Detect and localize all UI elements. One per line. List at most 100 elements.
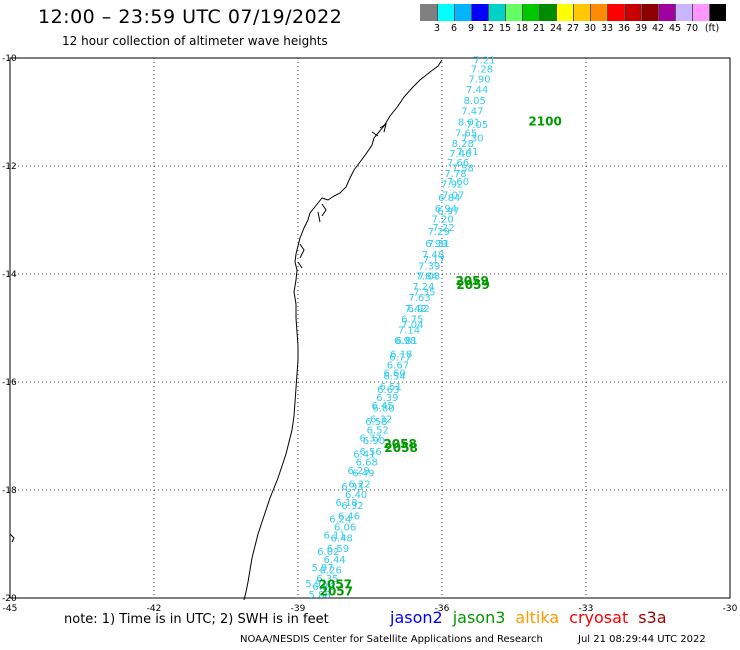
lat-tick-label: -20 <box>2 594 17 604</box>
swh-value-label: 7.46 <box>449 149 471 160</box>
swh-value-label: 7.66 <box>447 158 469 169</box>
legend-swatch <box>539 4 556 21</box>
swh-value-label: 6.92 <box>407 304 429 315</box>
color-scale-legend: 3 6 9 12 15 18 21 24 27 30 33 36 39 42 45 70 (ft) <box>420 4 726 35</box>
lon-tick-label: -30 <box>723 604 738 614</box>
swh-value-label: 6.68 <box>356 458 378 469</box>
legend-swatches <box>420 4 726 21</box>
lat-tick-label: -14 <box>2 270 17 280</box>
axis-tick-labels: -45 -42 -39 -36 -33 -30 -10 -12 -14 -16 -18 -20 <box>2 54 738 614</box>
swh-value-label: 7.24 <box>412 282 434 293</box>
legend-swatch <box>505 4 522 21</box>
coastline <box>243 59 443 601</box>
swh-value-label: 6.33 <box>341 482 363 493</box>
legend-label: 27 <box>566 23 580 34</box>
swh-value-label: 7.05 <box>466 120 488 131</box>
swh-value-label: 6.58 <box>365 417 387 428</box>
legend-label: 33 <box>600 23 614 34</box>
swh-value-label: 6.54 <box>383 371 405 382</box>
lat-tick-label: -18 <box>2 486 17 496</box>
swh-value-label: 6.90 <box>363 436 385 447</box>
swh-value-label: 6.46 <box>338 512 360 523</box>
swh-value-label: 6.80 <box>372 404 394 415</box>
pass-time-label: 2057 <box>319 577 352 591</box>
swh-value-label: 6.37 <box>359 433 381 444</box>
satellite-tracks: 7.217.287.907.448.057.478.017.658.287.46… <box>305 55 495 601</box>
legend-label: 3 <box>433 23 441 34</box>
swh-value-label: 7.63 <box>408 293 430 304</box>
swh-value-label: 7.41 <box>456 147 478 158</box>
swh-value-label: 5.88 <box>309 590 331 601</box>
legend-label: 30 <box>583 23 597 34</box>
swh-value-label: 6.18 <box>335 498 357 509</box>
satellite-name-jason2: jason2 <box>390 608 443 627</box>
swh-value-label: 6.35 <box>316 574 338 585</box>
legend-label: 45 <box>668 23 682 34</box>
units-note: note: 1) Time is in UTC; 2) SWH is in fe… <box>64 612 329 627</box>
swh-value-label: 6.32 <box>370 415 392 426</box>
swh-value-label: 6.97 <box>437 207 459 218</box>
generated-timestamp: Jul 21 08:29:44 UTC 2022 <box>578 634 706 645</box>
pass-time-label: 2058 <box>384 441 417 455</box>
swh-value-label: 6.18 <box>390 350 412 361</box>
swh-value-label: 7.47 <box>461 107 483 118</box>
swh-value-label: 7.44 <box>466 85 488 96</box>
pass-time-label: 2100 <box>528 115 561 129</box>
swh-value-label: 6.75 <box>401 315 423 326</box>
track-jason3: 7.217.287.907.448.057.478.017.658.287.46… <box>309 55 496 601</box>
swh-value-label: 6.81 <box>395 336 417 347</box>
swh-value-label: 6.52 <box>367 425 389 436</box>
lon-tick-label: -39 <box>291 604 306 614</box>
swh-value-label: 6.60 <box>383 369 405 380</box>
legend-label: 42 <box>651 23 665 34</box>
legend-label: 18 <box>515 23 529 34</box>
pass-time-label: 2058 <box>383 437 416 451</box>
pass-time-label: 2059 <box>455 274 488 288</box>
swh-value-label: 6.22 <box>348 479 370 490</box>
swh-value-label: 6.02 <box>317 547 339 558</box>
swh-value-label: 7.03 <box>418 271 440 282</box>
swh-value-label: 7.92 <box>441 180 463 191</box>
swh-value-label: 6.24 <box>329 514 351 525</box>
swh-value-label: 7.42 <box>405 304 427 315</box>
swh-value-label: 6.11 <box>323 531 345 542</box>
swh-value-label: 6.45 <box>371 401 393 412</box>
legend-label: 6 <box>450 23 458 34</box>
pass-time-label: 2059 <box>456 278 489 292</box>
legend-swatch <box>675 4 692 21</box>
legend-label: 12 <box>481 23 495 34</box>
swh-value-label: 6.32 <box>341 501 363 512</box>
lat-tick-label: -10 <box>2 54 17 64</box>
swh-value-label: 7.60 <box>447 177 469 188</box>
legend-swatch <box>658 4 675 21</box>
pass-time-label: 2057 <box>320 584 353 598</box>
swh-value-label: 6.41 <box>353 450 375 461</box>
swh-value-label: 6.40 <box>345 490 367 501</box>
swh-value-label: 6.98 <box>394 336 416 347</box>
swh-value-label: 7.29 <box>428 227 450 238</box>
lon-tick-label: -42 <box>147 604 162 614</box>
legend-swatch <box>692 4 709 21</box>
swh-value-label: 7.58 <box>452 163 474 174</box>
legend-swatch <box>471 4 488 21</box>
swh-value-label: 7.65 <box>455 128 477 139</box>
legend-labels: 3 6 9 12 15 18 21 24 27 30 33 36 39 42 45 70 (ft) <box>420 21 726 35</box>
lon-tick-label: -36 <box>435 604 450 614</box>
swh-value-label: 7.39 <box>418 262 440 273</box>
swh-value-label: 7.07 <box>442 190 464 201</box>
swh-value-label: 7.04 <box>401 320 423 331</box>
lat-tick-label: -12 <box>2 162 17 172</box>
legend-label: 24 <box>549 23 563 34</box>
legend-swatch <box>556 4 573 21</box>
swh-value-label: 6.59 <box>327 544 349 555</box>
swh-value-label: 6.26 <box>320 566 342 577</box>
swh-value-label: 6.67 <box>387 361 409 372</box>
legend-swatch <box>454 4 471 21</box>
track-jason2: 7.05 7.30 7.41 7.58 7.60 7.07 6.97 7.22 7.31 7.17… <box>305 120 488 590</box>
swh-value-label: 7.48 <box>422 250 444 261</box>
swh-value-label: 6.84 <box>438 193 460 204</box>
swh-value-label: 7.28 <box>471 65 493 76</box>
swh-value-label: 5.91 <box>305 579 327 590</box>
satellite-name-altika: altika <box>515 608 560 627</box>
legend-label: 70 <box>685 23 699 34</box>
